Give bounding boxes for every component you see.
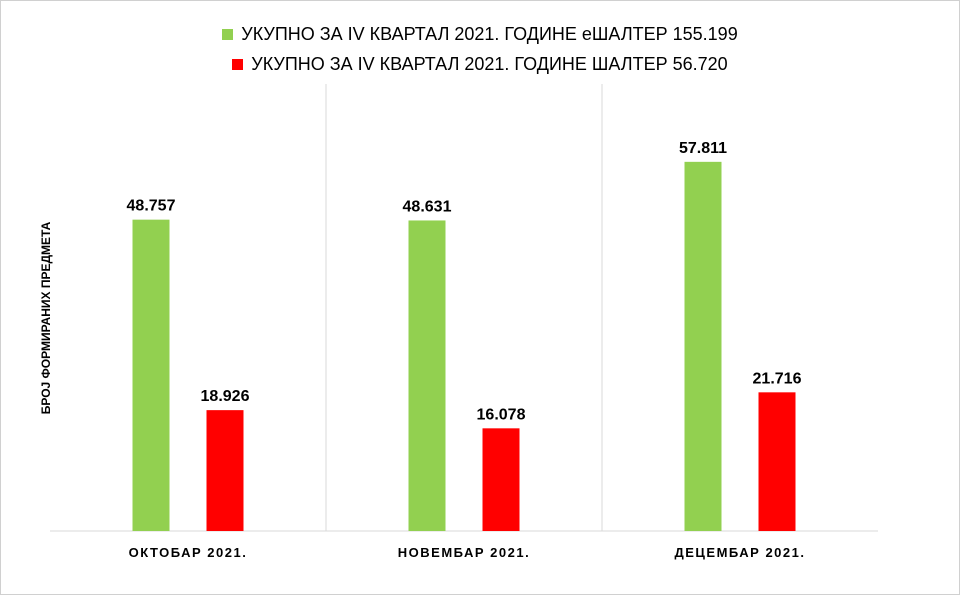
data-label: 16.078 — [477, 406, 526, 423]
bar — [132, 219, 170, 531]
x-tick-label: НОВЕМБАР 2021. — [398, 545, 530, 560]
x-tick-label: ДЕЦЕМБАР 2021. — [675, 545, 806, 560]
legend-swatch-red — [232, 58, 244, 70]
bar — [482, 428, 520, 531]
x-tick-label: ОКТОБАР 2021. — [129, 545, 248, 560]
legend-label-shalter: УКУПНО ЗА IV КВАРТАЛ 2021. ГОДИНЕ ШАЛТЕР… — [251, 53, 728, 74]
bar — [758, 392, 796, 531]
data-label: 48.631 — [403, 198, 452, 215]
data-label: 57.811 — [679, 140, 727, 157]
data-label: 18.926 — [201, 388, 250, 405]
bar — [684, 161, 722, 532]
legend-item-eshalter: УКУПНО ЗА IV КВАРТАЛ 2021. ГОДИНЕ еШАЛТЕ… — [0, 22, 960, 46]
legend-item-shalter: УКУПНО ЗА IV КВАРТАЛ 2021. ГОДИНЕ ШАЛТЕР… — [0, 52, 960, 76]
bar — [408, 220, 446, 531]
legend-swatch-green — [222, 28, 234, 40]
legend-label-eshalter: УКУПНО ЗА IV КВАРТАЛ 2021. ГОДИНЕ еШАЛТЕ… — [241, 23, 738, 44]
data-label: 21.716 — [753, 370, 802, 387]
bar — [206, 410, 244, 531]
data-label: 48.757 — [127, 198, 176, 215]
